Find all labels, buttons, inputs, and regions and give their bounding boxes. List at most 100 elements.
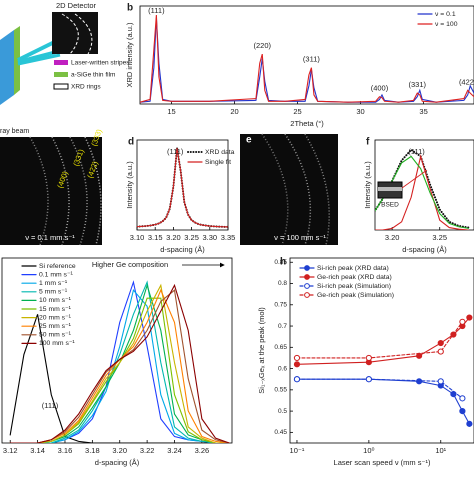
image-e: e ν = 100 mm s⁻¹	[240, 133, 338, 246]
series-line	[137, 148, 228, 228]
data-point	[459, 408, 466, 415]
data-point	[365, 376, 372, 383]
data-point	[437, 378, 444, 385]
panel-label: b	[127, 3, 133, 14]
x-tick-label: 10⁻¹	[290, 446, 305, 455]
legend-label: Si-rich peak (Simulation)	[317, 283, 391, 290]
inset-label: BSED	[381, 202, 399, 209]
x-tick-label: 30	[356, 107, 364, 116]
legend-swatch	[54, 60, 68, 65]
y-axis-label: Intensity (a.u.)	[363, 161, 372, 209]
axes-frame	[136, 139, 229, 231]
y-axis-label: XRD intensity (a.u.)	[125, 22, 134, 88]
series-line	[9, 280, 230, 443]
peak-label: (111)	[148, 6, 165, 15]
diffraction-image	[240, 134, 338, 245]
inset-arrow	[401, 169, 428, 189]
series-line	[296, 321, 463, 359]
x-tick-label: 3.35	[221, 233, 236, 242]
x-tick-label: 10¹	[435, 446, 446, 455]
y-axis-label: Intensity (a.u.)	[125, 161, 134, 209]
legend-label: 1 mm s⁻¹	[39, 280, 68, 287]
beam	[17, 53, 61, 66]
legend-marker	[304, 283, 310, 289]
x-axis-label: d-spacing (Å)	[402, 245, 447, 254]
legend-label: ν = 0.1	[435, 11, 456, 18]
peak-label: (220)	[253, 41, 271, 50]
series-line	[9, 288, 230, 443]
series-line	[140, 15, 474, 103]
inset-stripe	[378, 187, 402, 191]
schematic: 2D Detector Laser-written stripes a-SiGe…	[0, 1, 130, 105]
series-line	[9, 289, 230, 443]
beam-label: ray beam	[0, 128, 29, 135]
image-c: ray beam (333) (331) (422) (400) ν = 0.1…	[0, 127, 104, 246]
legend-marker	[304, 274, 310, 280]
ring	[74, 13, 93, 55]
peak-label: (400)	[371, 84, 389, 93]
peak-label: (331)	[409, 80, 427, 89]
axes-frame	[139, 5, 474, 105]
annotation: Higher Ge composition	[92, 260, 168, 269]
axes-frame	[374, 139, 474, 231]
series-line	[296, 316, 470, 365]
legend-label: a-SiGe thin film	[71, 72, 115, 79]
y-tick-label: 0.85	[274, 259, 287, 266]
legend-label: ν = 100	[435, 21, 458, 28]
x-tick-label: 15	[167, 107, 175, 116]
legend-label: 0.1 mm s⁻¹	[39, 271, 74, 278]
data-point	[293, 354, 301, 362]
x-tick-label: 3.26	[195, 446, 210, 455]
ring	[29, 136, 49, 246]
x-tick-label: 3.25	[184, 233, 199, 242]
legend-label: 10 mm s⁻¹	[39, 297, 72, 304]
ring	[51, 136, 70, 246]
ring	[69, 136, 88, 246]
x-tick-label: 3.18	[85, 446, 100, 455]
x-tick-label: 3.30	[202, 233, 217, 242]
x-tick-label: 3.22	[140, 446, 155, 455]
x-tick-label: 3.20	[385, 233, 400, 242]
y-tick-label: 0.45	[274, 429, 287, 436]
x-tick-label: 3.10	[130, 233, 145, 242]
series-line	[9, 314, 230, 443]
series-line	[375, 154, 469, 230]
legend-label: 15 mm s⁻¹	[39, 306, 72, 313]
y-tick-label: 0.65	[274, 344, 287, 351]
data-point	[416, 378, 423, 385]
data-point	[437, 339, 444, 347]
x-tick-label: 20	[230, 107, 238, 116]
data-point	[466, 420, 473, 427]
legend-label: XRD rings	[71, 84, 101, 91]
legend-label: 100 mm s⁻¹	[39, 340, 75, 347]
y-tick-label: 0.5	[278, 408, 287, 415]
panel-label: f	[366, 137, 370, 148]
data-point	[365, 354, 372, 362]
legend-swatch	[53, 83, 69, 90]
legend-label: XRD data	[205, 149, 235, 156]
panel-label: h	[280, 257, 286, 268]
legend-label: Si reference	[39, 263, 76, 270]
x-tick-label: 3.25	[432, 233, 447, 242]
x-axis-label: 2Theta (°)	[290, 119, 324, 128]
x-axis-label: d-spacing (Å)	[160, 245, 205, 254]
x-tick-label: 3.24	[167, 446, 182, 455]
peak-label: (311)	[303, 55, 320, 64]
ring	[84, 136, 102, 246]
legend-marker	[304, 265, 310, 271]
legend-label: 5 mm s⁻¹	[39, 289, 68, 296]
ring	[304, 133, 330, 246]
series-line	[9, 288, 230, 443]
series-line	[296, 378, 463, 399]
y-tick-label: 0.8	[278, 280, 287, 287]
y-tick-label: 0.6	[278, 365, 287, 372]
x-tick-label: 3.20	[112, 446, 127, 455]
diffraction-image	[0, 137, 102, 245]
data-point	[293, 361, 301, 368]
film	[14, 26, 20, 95]
legend-label: 50 mm s⁻¹	[39, 332, 72, 339]
substrate	[0, 30, 14, 105]
legend-label: 20 mm s⁻¹	[39, 314, 72, 321]
series-line	[9, 283, 230, 443]
panel-label: e	[246, 135, 252, 146]
